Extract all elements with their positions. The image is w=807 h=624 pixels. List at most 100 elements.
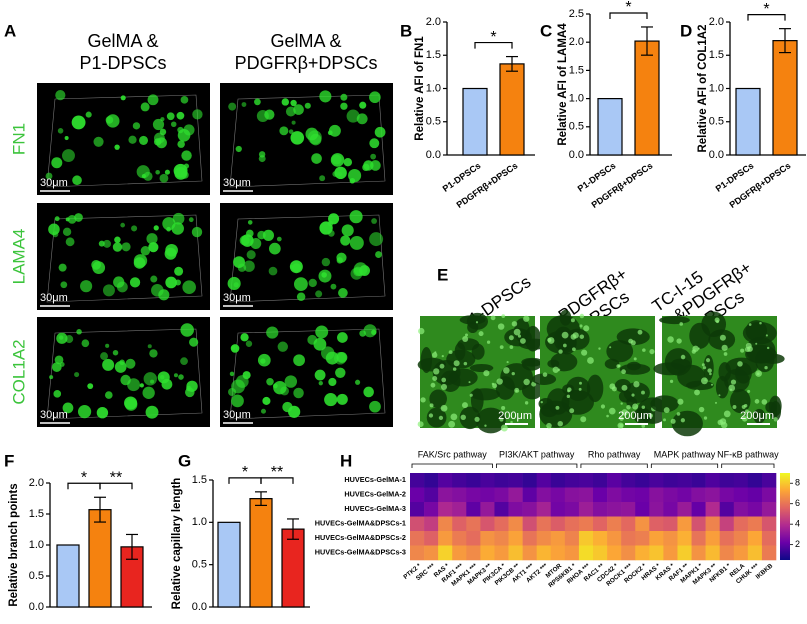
cell: [740, 348, 745, 353]
cell: [327, 220, 334, 227]
heatmap-cell: [635, 531, 650, 546]
lumen: [623, 382, 650, 404]
cell: [289, 260, 303, 274]
heatmap-cell: [550, 487, 566, 503]
heatmap-cell: [508, 473, 523, 488]
cell: [266, 326, 279, 339]
heatmap-cell: [663, 473, 678, 488]
cell: [611, 386, 617, 392]
lumen: [742, 321, 777, 345]
cell: [152, 118, 165, 131]
heatmap-cell: [438, 502, 453, 517]
cell: [450, 413, 458, 421]
heatmap-cell: [564, 502, 580, 517]
cell: [631, 393, 635, 397]
group-label: Rho pathway: [588, 449, 641, 459]
cell: [254, 98, 261, 106]
group-bracket: [496, 463, 578, 468]
colorbar-tick-label: 2: [795, 539, 800, 549]
heatmap-cell: [733, 516, 749, 532]
cell: [709, 372, 712, 376]
cell: [609, 346, 612, 349]
cell: [146, 233, 158, 245]
panel-letter: E: [437, 265, 448, 284]
lumen: [765, 401, 777, 413]
cell: [121, 242, 131, 252]
cell: [247, 220, 253, 225]
y-tick-label: 0.0: [426, 149, 441, 161]
heatmap-cell: [691, 473, 706, 488]
cell: [308, 278, 317, 288]
cell: [496, 378, 503, 385]
cell: [701, 363, 705, 367]
cell: [698, 406, 705, 413]
cell: [369, 400, 381, 413]
cell: [279, 126, 289, 136]
heatmap-cell: [747, 545, 763, 561]
cell: [346, 109, 360, 123]
cell: [501, 405, 506, 411]
row-label: FN1: [9, 123, 28, 155]
cell: [290, 131, 305, 145]
cell: [433, 368, 440, 375]
cell: [80, 280, 93, 293]
lumen: [689, 322, 711, 349]
cell: [100, 352, 109, 361]
heatmap-cell: [607, 473, 622, 488]
heatmap-cell: [550, 531, 566, 546]
cell: [120, 95, 126, 101]
heatmap-cell: [733, 545, 749, 561]
cell: [474, 416, 480, 422]
cell: [440, 383, 448, 390]
cell: [732, 405, 737, 409]
heatmap-cell: [747, 531, 763, 546]
y-axis-label: Relative AFI of FN1: [414, 36, 426, 141]
scale-label: 200μm: [740, 410, 774, 422]
cell: [243, 260, 255, 272]
heatmap-cell: [508, 516, 523, 532]
heatmap-cell: [747, 502, 763, 517]
cell: [469, 393, 473, 397]
cell: [557, 368, 561, 372]
heatmap-cell: [649, 502, 664, 517]
cell: [759, 321, 762, 325]
heatmap-cell: [691, 531, 706, 546]
cell: [338, 288, 348, 298]
cell: [515, 389, 518, 392]
cell: [579, 381, 582, 385]
cell: [475, 321, 479, 324]
heatmap-cell: [677, 531, 692, 546]
cell: [448, 420, 456, 428]
cell: [439, 363, 445, 369]
heatmap-cell: [593, 473, 608, 488]
heatmap-cell: [733, 473, 749, 488]
heatmap-cell: [536, 502, 552, 517]
lumen: [670, 358, 691, 370]
heatmap-cell: [593, 531, 608, 546]
cell: [717, 419, 724, 426]
cell: [125, 358, 136, 369]
cell: [649, 349, 655, 355]
cell: [520, 338, 526, 344]
cell: [57, 128, 64, 134]
heatmap-cell: [677, 516, 692, 532]
significance-label: *: [242, 464, 248, 481]
cell: [164, 169, 170, 175]
heatmap-cell: [410, 502, 425, 517]
heatmap-cell: [522, 473, 537, 488]
cell: [290, 99, 297, 107]
heatmap-cell: [691, 516, 706, 532]
cell: [478, 331, 484, 337]
cell: [578, 387, 582, 391]
lumen: [566, 376, 591, 401]
heatmap-cell: [663, 502, 678, 517]
scale-label: 30μm: [223, 409, 251, 421]
heatmap-cell: [691, 502, 706, 517]
heatmap-cell: [719, 516, 735, 532]
cell: [149, 349, 158, 358]
cell: [173, 163, 188, 178]
cell: [258, 151, 266, 158]
cell: [719, 334, 726, 341]
lumen: [715, 375, 729, 399]
micrograph: [220, 203, 393, 310]
